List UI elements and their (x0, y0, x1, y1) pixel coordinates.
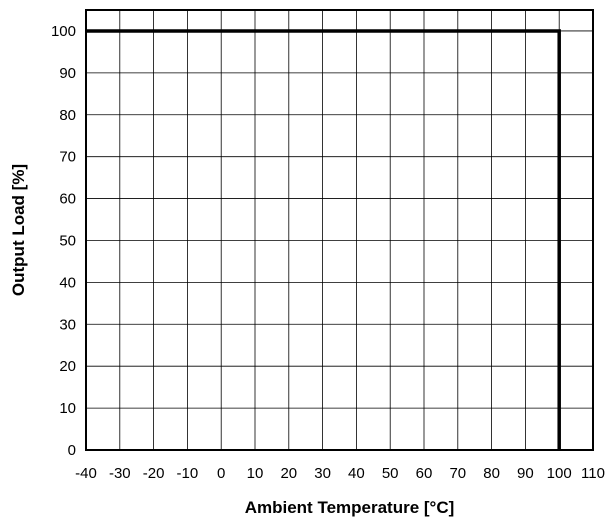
y-tick-label: 100 (51, 23, 76, 40)
x-tick-label: 70 (449, 465, 466, 482)
x-tick-label: 60 (416, 465, 433, 482)
x-tick-label: 90 (517, 465, 534, 482)
x-tick-label: 0 (217, 465, 225, 482)
grid-lines (85, 10, 594, 451)
x-tick-label: 110 (581, 465, 605, 482)
x-tick-label: -20 (143, 465, 165, 482)
y-tick-label: 90 (59, 65, 76, 82)
x-tick-label: 40 (348, 465, 365, 482)
y-axis-title: Output Load [%] (9, 164, 28, 296)
y-tick-label: 10 (59, 400, 76, 417)
series-layer (86, 29, 561, 450)
y-tick-label: 60 (59, 191, 76, 208)
x-axis-title: Ambient Temperature [°C] (245, 498, 455, 517)
y-tick-label: 40 (59, 274, 76, 291)
derating-curve (86, 29, 561, 450)
x-tick-label: 30 (314, 465, 331, 482)
x-tick-labels: -40 -30 -20 -10 0 10 20 30 40 50 60 70 80 90 100 110 (75, 465, 605, 482)
x-tick-label: 20 (280, 465, 297, 482)
x-tick-label: -40 (75, 465, 97, 482)
y-tick-label: 20 (59, 358, 76, 375)
x-tick-label: 80 (483, 465, 500, 482)
x-tick-label: -30 (109, 465, 131, 482)
y-tick-label: 0 (68, 442, 76, 459)
y-tick-label: 50 (59, 232, 76, 249)
x-tick-label: 50 (382, 465, 399, 482)
y-tick-label: 30 (59, 316, 76, 333)
y-tick-labels: 0 10 20 30 40 50 60 70 80 90 100 (51, 23, 76, 459)
plot-frame (85, 9, 594, 451)
x-tick-label: 10 (247, 465, 264, 482)
x-tick-label: -10 (177, 465, 199, 482)
y-tick-label: 80 (59, 107, 76, 124)
x-tick-label: 100 (547, 465, 572, 482)
y-tick-label: 70 (59, 149, 76, 166)
